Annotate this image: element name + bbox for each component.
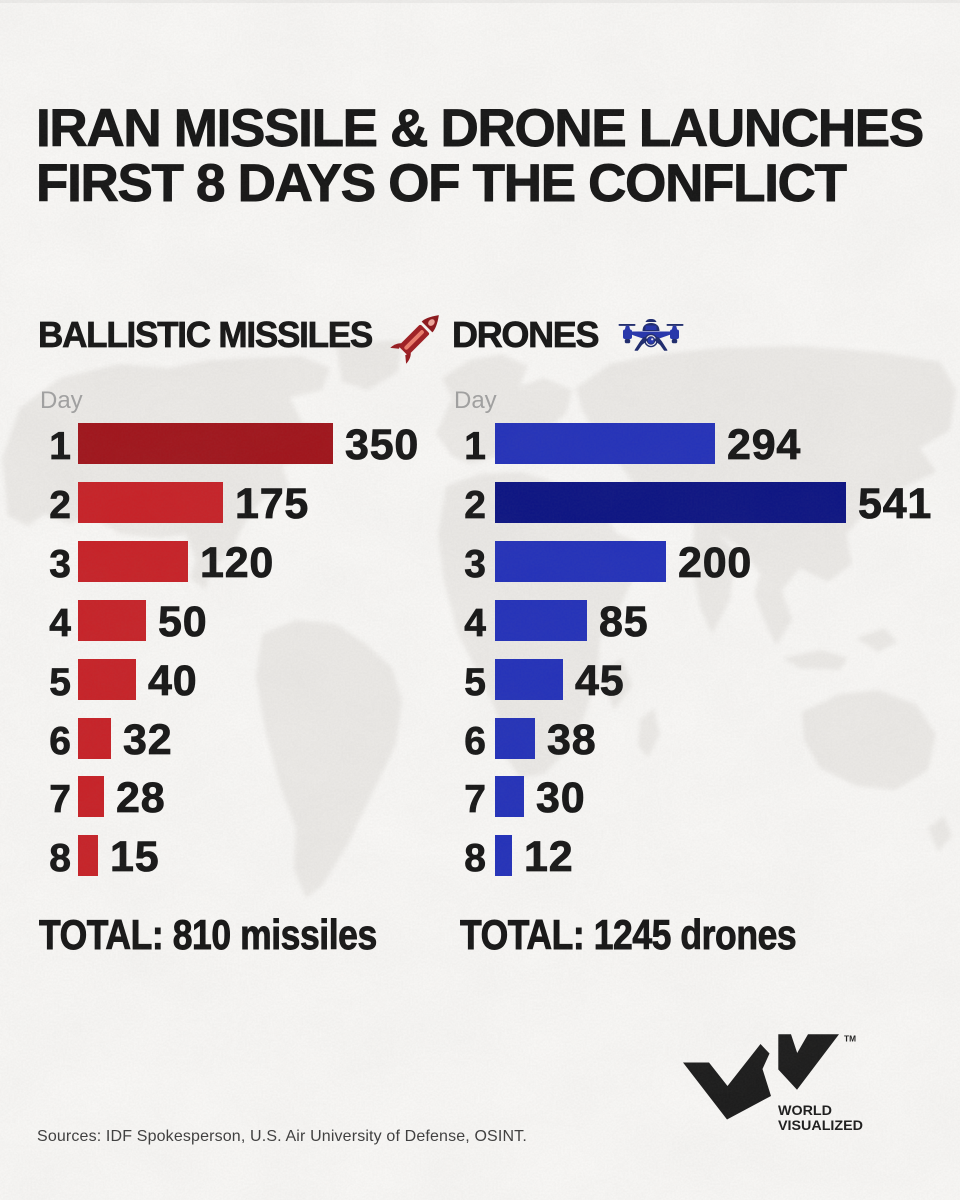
svg-text:TM: TM [844,1035,856,1044]
svg-text:VISUALIZED: VISUALIZED [778,1117,863,1133]
svg-text:WORLD: WORLD [778,1102,832,1118]
